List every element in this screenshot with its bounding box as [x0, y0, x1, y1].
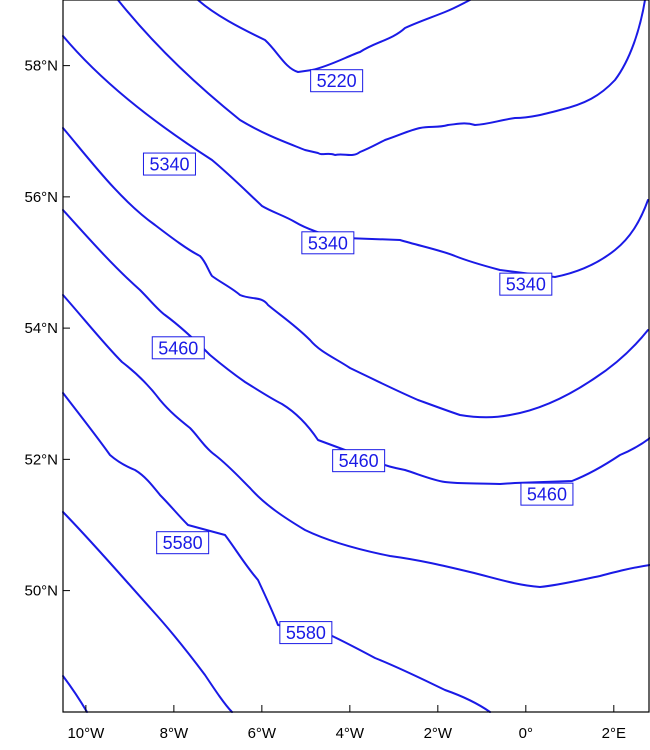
contour-line-9 — [63, 676, 87, 712]
contour-label: 5340 — [302, 232, 354, 254]
lat-tick-label: 52°N — [24, 451, 58, 468]
contour-label-text: 5340 — [506, 275, 546, 295]
contour-line-5460-b — [63, 210, 650, 484]
lat-tick-label: 56°N — [24, 189, 58, 206]
contour-label: 5220 — [311, 70, 363, 92]
lat-tick-label: 58°N — [24, 58, 58, 75]
lat-tick-label: 54°N — [24, 320, 58, 337]
contour-label-text: 5220 — [317, 71, 357, 91]
contour-label: 5460 — [152, 337, 204, 359]
lat-tick-label: 50°N — [24, 583, 58, 600]
contour-lines — [63, 0, 650, 712]
contour-label: 5340 — [143, 153, 195, 175]
lon-tick-label: 6°W — [248, 725, 277, 742]
lon-tick-label: 10°W — [67, 725, 105, 742]
lon-tick-label: 2°E — [602, 725, 626, 742]
map-frame — [63, 0, 649, 712]
lon-tick-label: 8°W — [160, 725, 189, 742]
longitude-axis: 10°W 8°W 6°W 4°W 2°W 0° 2°E — [67, 705, 626, 742]
lon-tick-label: 0° — [519, 725, 533, 742]
contour-label-text: 5340 — [308, 233, 348, 253]
contour-label: 5580 — [280, 622, 332, 644]
lon-tick-label: 2°W — [424, 725, 453, 742]
lon-tick-label: 4°W — [336, 725, 365, 742]
contour-label: 5340 — [500, 273, 552, 295]
contour-line-5340-a — [118, 0, 645, 155]
contour-labels: 5220 5340 5340 5340 5460 5460 5460 5580 5580 — [143, 70, 572, 644]
contour-line-5580-b — [63, 393, 490, 712]
contour-label-text: 5460 — [339, 451, 379, 471]
contour-label-text: 5460 — [158, 338, 198, 358]
contour-label-text: 5580 — [163, 533, 203, 553]
contour-label: 5460 — [521, 483, 573, 505]
contour-label-text: 5340 — [149, 155, 189, 175]
contour-label: 5460 — [333, 450, 385, 472]
contour-label-text: 5460 — [527, 485, 567, 505]
contour-line-5220 — [198, 0, 470, 72]
contour-line-5580-a — [63, 295, 650, 587]
contour-label-text: 5580 — [286, 623, 326, 643]
contour-label: 5580 — [157, 532, 209, 554]
